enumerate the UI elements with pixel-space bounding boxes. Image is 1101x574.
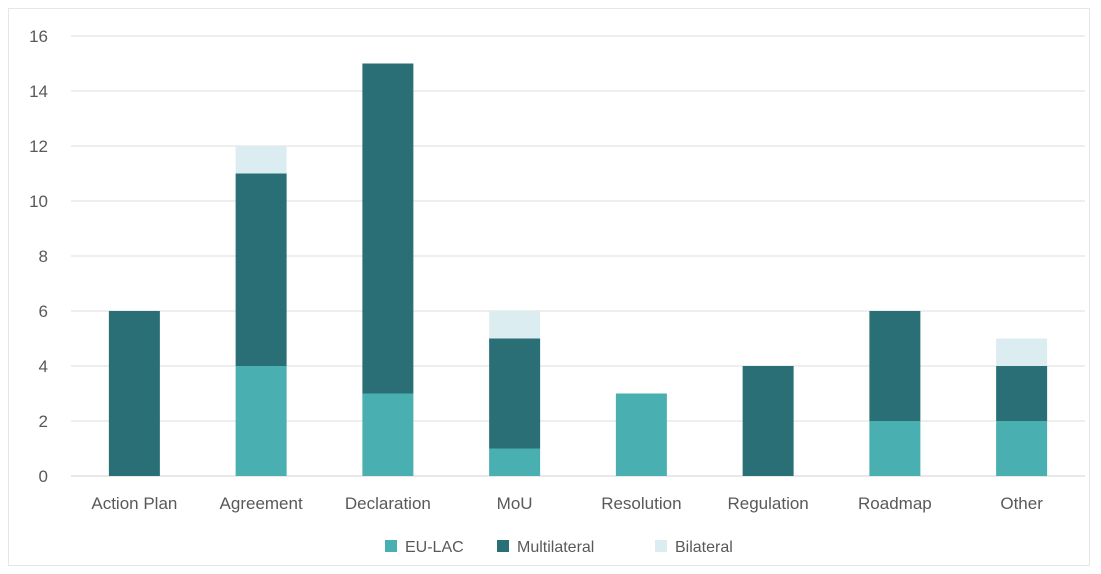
y-tick-label: 12 — [29, 137, 48, 156]
bars — [108, 63, 1048, 476]
bar-segment-eu-lac — [489, 448, 541, 476]
y-tick-label: 2 — [39, 412, 48, 431]
bar-segment-multilateral — [108, 311, 160, 476]
x-tick-label: Resolution — [601, 494, 681, 513]
y-tick-label: 4 — [39, 357, 48, 376]
x-axis-labels: Action Plan Agreement Declaration MoU Resolu… — [91, 494, 1043, 513]
y-tick-label: 14 — [29, 82, 48, 101]
x-tick-label: Agreement — [220, 494, 303, 513]
x-tick-label: Regulation — [727, 494, 808, 513]
bar-segment-bilateral — [996, 338, 1048, 366]
bar-segment-eu-lac — [235, 366, 287, 476]
x-tick-label: Roadmap — [858, 494, 932, 513]
y-tick-label: 6 — [39, 302, 48, 321]
bar-segment-multilateral — [235, 173, 287, 366]
x-tick-label: Declaration — [345, 494, 431, 513]
legend-label: EU-LAC — [405, 539, 464, 556]
y-tick-label: 16 — [29, 27, 48, 46]
bar-segment-multilateral — [742, 366, 794, 476]
legend-label: Multilateral — [517, 539, 594, 556]
bar-segment-multilateral — [362, 63, 414, 394]
bar-segment-eu-lac — [362, 393, 414, 476]
bar-segment-multilateral — [869, 311, 921, 421]
y-axis-ticks: 0 2 4 6 8 10 12 14 16 — [29, 27, 48, 486]
x-tick-label: Other — [1000, 494, 1043, 513]
bar-segment-bilateral — [489, 311, 541, 339]
bar-segment-multilateral — [996, 366, 1048, 421]
bar-segment-eu-lac — [615, 393, 667, 476]
legend-label: Bilateral — [675, 539, 733, 556]
y-tick-label: 0 — [39, 467, 48, 486]
legend-swatch — [497, 540, 509, 552]
legend-swatch — [385, 540, 397, 552]
y-tick-label: 10 — [29, 192, 48, 211]
x-tick-label: MoU — [497, 494, 533, 513]
bar-segment-bilateral — [235, 146, 287, 174]
legend-swatch — [655, 540, 667, 552]
bar-segment-multilateral — [489, 338, 541, 449]
x-tick-label: Action Plan — [91, 494, 177, 513]
y-tick-label: 8 — [39, 247, 48, 266]
bar-segment-eu-lac — [869, 421, 921, 476]
bar-segment-eu-lac — [996, 421, 1048, 476]
legend: EU-LAC Multilateral Bilateral — [385, 539, 733, 556]
gridlines — [71, 35, 1085, 477]
